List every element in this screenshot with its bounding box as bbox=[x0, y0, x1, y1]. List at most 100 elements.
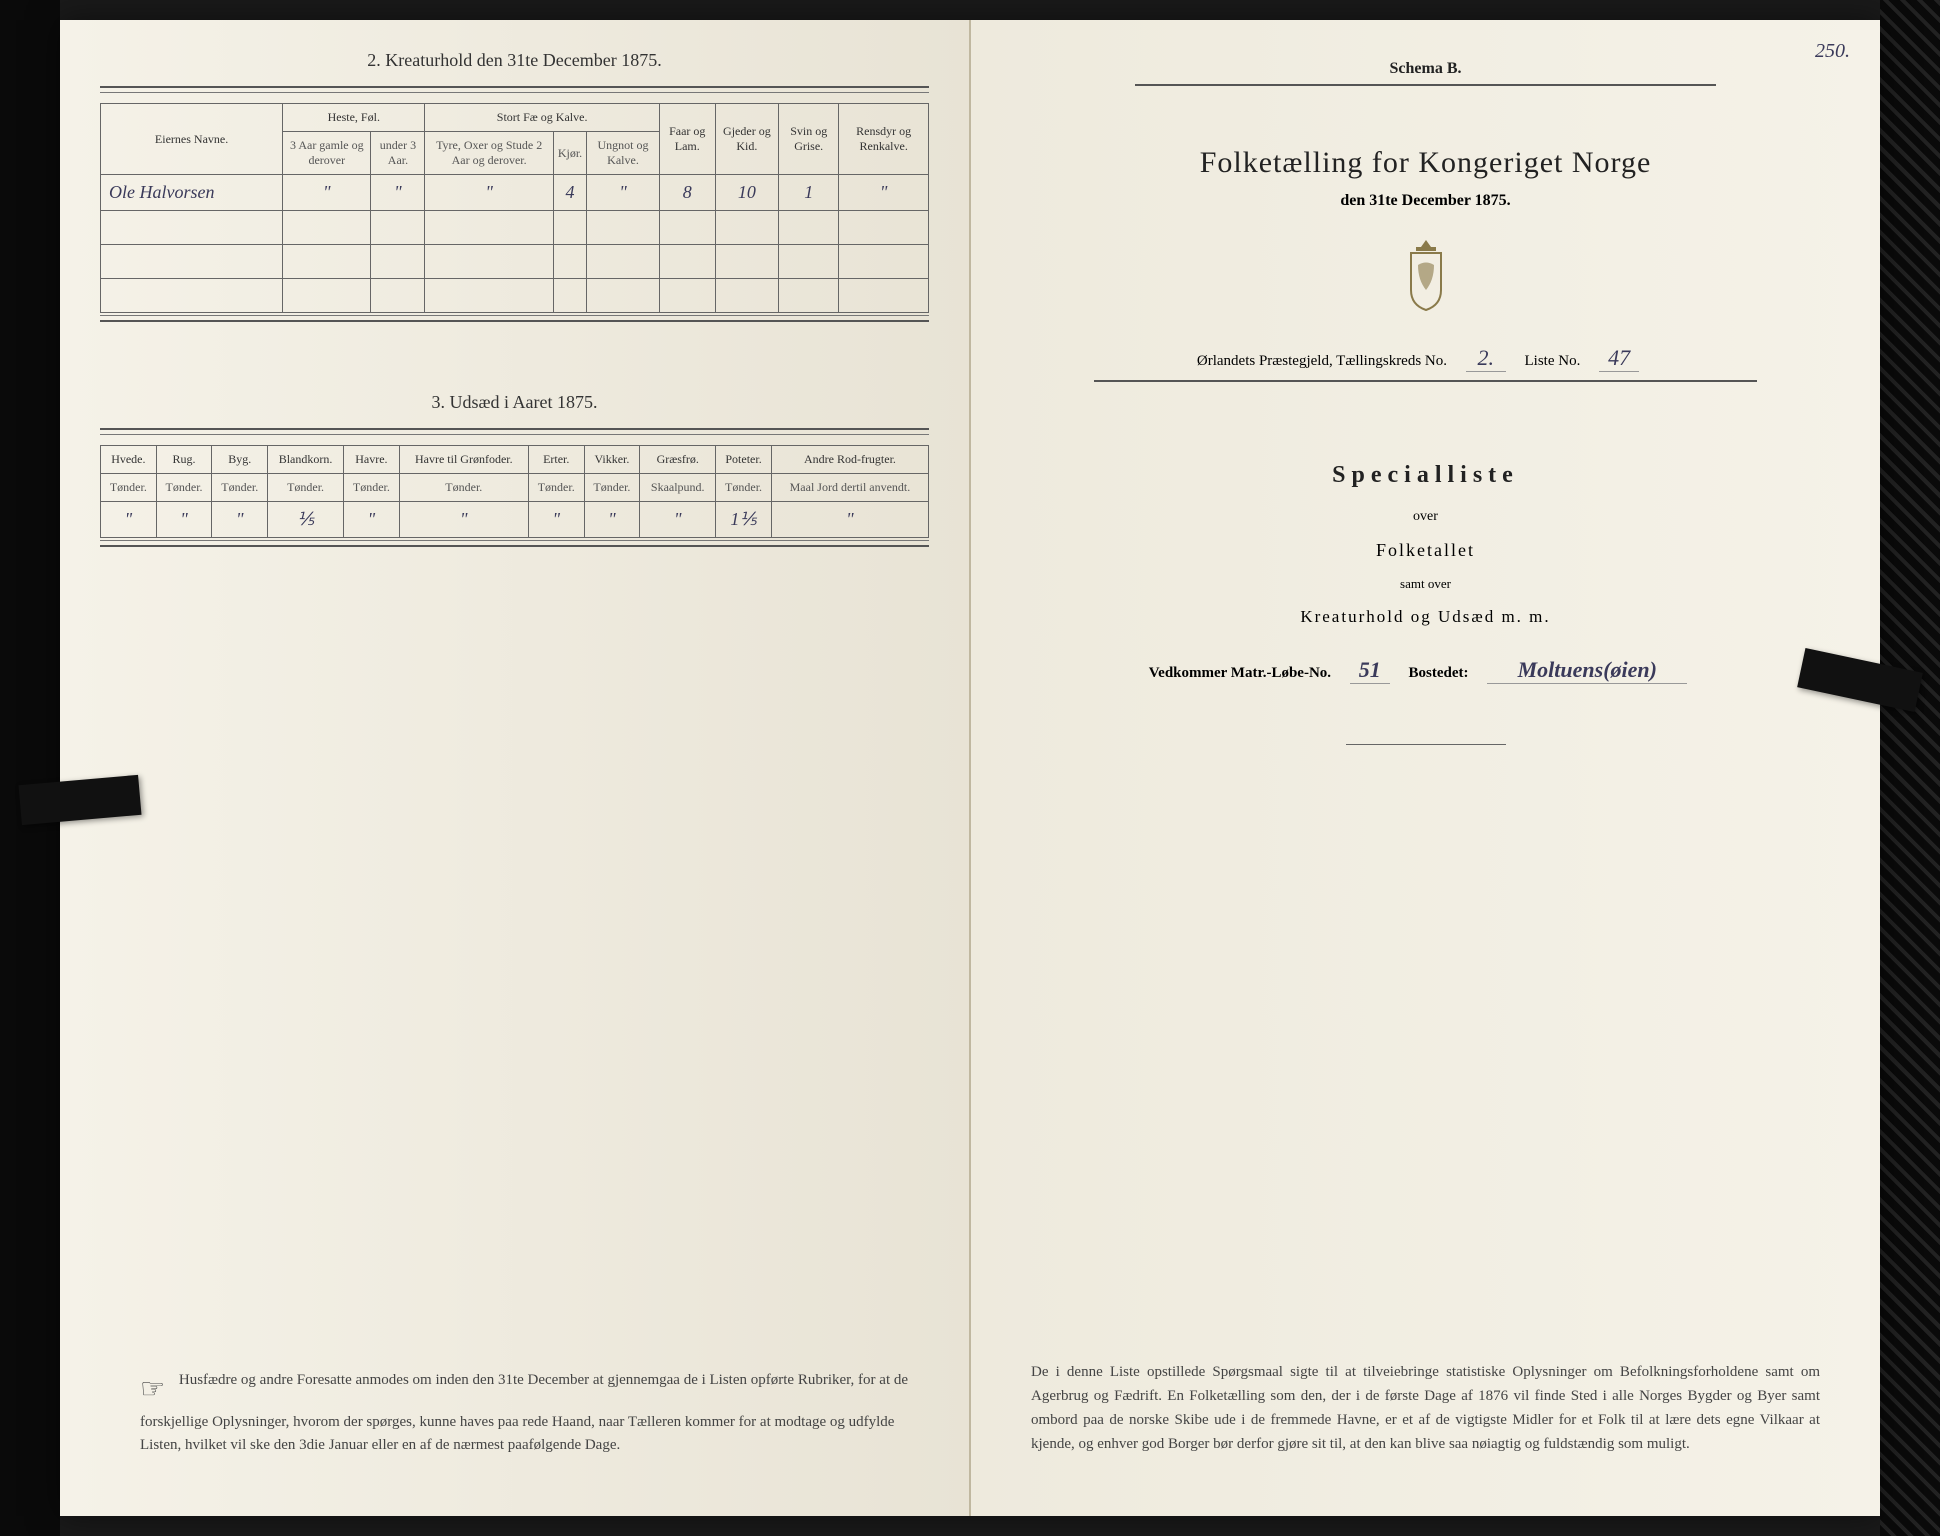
rule bbox=[100, 315, 929, 316]
cell: " bbox=[212, 502, 268, 538]
cell: 1⅕ bbox=[716, 502, 772, 538]
cell: " bbox=[101, 502, 157, 538]
col-stort-group: Stort Fæ og Kalve. bbox=[425, 104, 659, 132]
cell: " bbox=[771, 502, 928, 538]
cell: " bbox=[425, 175, 553, 211]
parish-prefix: Ørlandets Præstegjeld, Tællingskreds No. bbox=[1197, 353, 1447, 369]
main-title: Folketælling for Kongeriget Norge bbox=[1011, 146, 1840, 180]
rule bbox=[100, 434, 929, 435]
unit: Tønder. bbox=[344, 474, 400, 502]
cell: " bbox=[156, 502, 212, 538]
date-line: den 31te December 1875. bbox=[1011, 192, 1840, 210]
col-rug: Rug. bbox=[156, 446, 212, 474]
left-page: 2. Kreaturhold den 31te December 1875. E… bbox=[60, 20, 971, 1516]
liste-number: 47 bbox=[1599, 345, 1639, 372]
col-vikker: Vikker. bbox=[584, 446, 640, 474]
unit: Tønder. bbox=[101, 474, 157, 502]
pointing-hand-icon: ☞ bbox=[140, 1369, 165, 1411]
unit: Tønder. bbox=[268, 474, 344, 502]
col-stort-ungt: Ungnot og Kalve. bbox=[587, 132, 660, 175]
matr-number: 51 bbox=[1350, 657, 1390, 684]
col-graesfro: Græsfrø. bbox=[640, 446, 716, 474]
unit: Tønder. bbox=[716, 474, 772, 502]
cell: " bbox=[839, 175, 929, 211]
col-blandkorn: Blandkorn. bbox=[268, 446, 344, 474]
divider bbox=[1346, 744, 1506, 745]
unit: Skaalpund. bbox=[640, 474, 716, 502]
col-heste-gamle: 3 Aar gamle og derover bbox=[283, 132, 371, 175]
table-row: Ole Halvorsen " " " 4 " 8 10 1 " bbox=[101, 175, 929, 211]
col-hvede: Hvede. bbox=[101, 446, 157, 474]
matr-prefix: Vedkommer Matr.-Løbe-No. bbox=[1149, 665, 1331, 681]
rule bbox=[100, 428, 929, 430]
table-row bbox=[101, 279, 929, 313]
col-stort-kjor: Kjør. bbox=[553, 132, 586, 175]
schema-label: Schema B. bbox=[1011, 60, 1840, 78]
special-title: Specialliste bbox=[1011, 462, 1840, 489]
livestock-table: Eiernes Navne. Heste, Føl. Stort Fæ og K… bbox=[100, 103, 929, 313]
folketallet-label: Folketallet bbox=[1011, 540, 1840, 561]
rule bbox=[100, 92, 929, 93]
samt-over-label: samt over bbox=[1011, 576, 1840, 592]
col-svin: Svin og Grise. bbox=[779, 104, 839, 175]
cell: 4 bbox=[553, 175, 586, 211]
rule bbox=[100, 86, 929, 88]
rule bbox=[1094, 380, 1757, 382]
kreds-number: 2. bbox=[1466, 345, 1506, 372]
cell: " bbox=[344, 502, 400, 538]
over-label: over bbox=[1011, 509, 1840, 525]
col-rensdyr: Rensdyr og Renkalve. bbox=[839, 104, 929, 175]
matr-line: Vedkommer Matr.-Løbe-No. 51 Bostedet: Mo… bbox=[1011, 657, 1840, 684]
col-andre: Andre Rod-frugter. bbox=[771, 446, 928, 474]
col-faar: Faar og Lam. bbox=[659, 104, 715, 175]
rule bbox=[100, 545, 929, 547]
col-havre: Havre. bbox=[344, 446, 400, 474]
cell: " bbox=[371, 175, 425, 211]
col-owner: Eiernes Navne. bbox=[101, 104, 283, 175]
table-row bbox=[101, 211, 929, 245]
seed-table: Hvede. Rug. Byg. Blandkorn. Havre. Havre… bbox=[100, 445, 929, 538]
unit: Tønder. bbox=[584, 474, 640, 502]
unit: Tønder. bbox=[212, 474, 268, 502]
unit: Tønder. bbox=[528, 474, 584, 502]
col-havregron: Havre til Grønfoder. bbox=[399, 446, 528, 474]
cell: " bbox=[640, 502, 716, 538]
notice-text: ☞ Husfædre og andre Foresatte anmodes om… bbox=[140, 1369, 929, 1456]
bostedet-value: Moltuens(øien) bbox=[1487, 657, 1687, 684]
coat-of-arms-icon bbox=[1391, 235, 1461, 320]
cell: " bbox=[528, 502, 584, 538]
rule bbox=[1135, 84, 1715, 86]
cell: " bbox=[283, 175, 371, 211]
unit: Tønder. bbox=[156, 474, 212, 502]
parish-line: Ørlandets Præstegjeld, Tællingskreds No.… bbox=[1011, 345, 1840, 372]
rule bbox=[100, 320, 929, 322]
col-heste-under: under 3 Aar. bbox=[371, 132, 425, 175]
section-3-title: 3. Udsæd i Aaret 1875. bbox=[100, 392, 929, 413]
bottom-paragraph: De i denne Liste opstillede Spørgsmaal s… bbox=[1031, 1360, 1820, 1456]
cell: 10 bbox=[715, 175, 778, 211]
liste-prefix: Liste No. bbox=[1525, 353, 1581, 369]
cell: 8 bbox=[659, 175, 715, 211]
cell-owner: Ole Halvorsen bbox=[101, 175, 283, 211]
unit: Tønder. bbox=[399, 474, 528, 502]
book-edge-right bbox=[1880, 0, 1940, 1536]
table-row bbox=[101, 245, 929, 279]
book-edge-left bbox=[0, 0, 60, 1536]
unit: Maal Jord dertil anvendt. bbox=[771, 474, 928, 502]
col-heste-group: Heste, Føl. bbox=[283, 104, 425, 132]
right-page: 250. Schema B. Folketælling for Kongerig… bbox=[971, 20, 1880, 1516]
cell: ⅕ bbox=[268, 502, 344, 538]
cell: " bbox=[587, 175, 660, 211]
cell: " bbox=[584, 502, 640, 538]
book-spread: 2. Kreaturhold den 31te December 1875. E… bbox=[60, 20, 1880, 1516]
col-gjeder: Gjeder og Kid. bbox=[715, 104, 778, 175]
table-row: " " " ⅕ " " " " " 1⅕ " bbox=[101, 502, 929, 538]
section-2-title: 2. Kreaturhold den 31te December 1875. bbox=[100, 50, 929, 71]
notice-body: Husfædre og andre Foresatte anmodes om i… bbox=[140, 1372, 908, 1453]
cell: 1 bbox=[779, 175, 839, 211]
col-poteter: Poteter. bbox=[716, 446, 772, 474]
bostedet-prefix: Bostedet: bbox=[1409, 665, 1469, 681]
col-byg: Byg. bbox=[212, 446, 268, 474]
col-erter: Erter. bbox=[528, 446, 584, 474]
col-stort-tyre: Tyre, Oxer og Stude 2 Aar og derover. bbox=[425, 132, 553, 175]
